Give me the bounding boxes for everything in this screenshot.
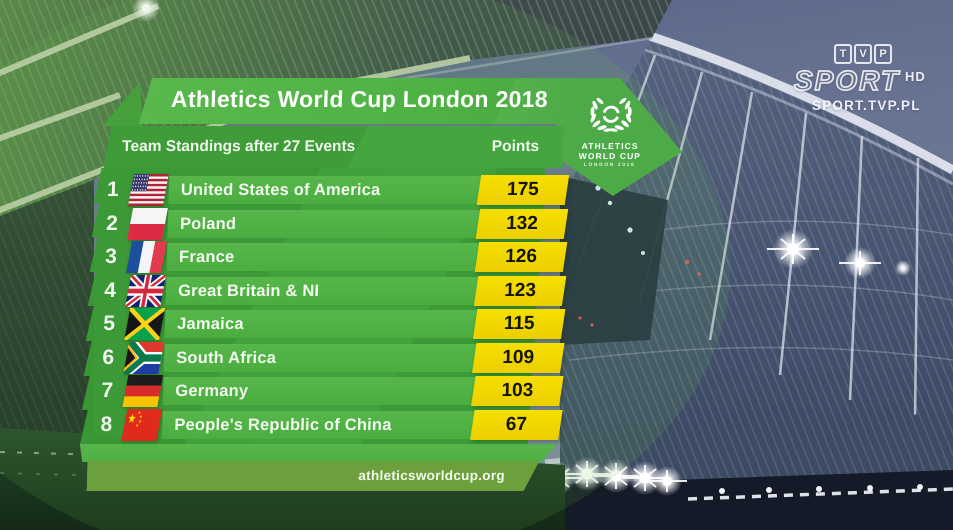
points-badge: 175 <box>476 175 570 205</box>
footer-bar: athleticsworldcup.org <box>87 461 540 491</box>
rank-label: 8 <box>100 412 113 436</box>
points-value: 109 <box>502 346 535 368</box>
country-label: France <box>178 248 235 266</box>
country-label: Great Britain & NI <box>177 281 320 300</box>
header-band: Athletics World Cup London 2018 <box>137 78 690 200</box>
standings-row-8: 8 People's Republic of China 67 <box>78 408 563 441</box>
bottom-band <box>79 444 557 462</box>
points-value: 115 <box>503 313 535 334</box>
country-bar: France <box>166 243 480 271</box>
standings-table: 1 United States of America 175 2 Poland 132 3 F… <box>78 168 570 445</box>
points-badge: 132 <box>475 208 569 239</box>
hd-badge: HD <box>904 69 926 84</box>
country-bar: Poland <box>167 209 481 238</box>
standings-row-5: 5 Jamaica 115 <box>81 308 566 340</box>
country-bar: People's Republic of China <box>161 410 475 439</box>
flag-gb-icon <box>125 274 167 307</box>
points-badge: 103 <box>471 376 564 406</box>
flag-jm-icon <box>124 308 166 340</box>
country-bar: Jamaica <box>164 310 478 338</box>
country-label: United States of America <box>180 181 381 199</box>
points-badge: 109 <box>471 342 565 373</box>
standings-row-2: 2 Poland 132 <box>84 207 569 240</box>
rank-label: 6 <box>102 345 115 369</box>
standings-row-4: 4 Great Britain & NI 123 <box>82 274 567 307</box>
rank-label: 1 <box>106 178 120 201</box>
standings-row-1: 1 United States of America 175 <box>85 174 570 206</box>
flag-us-icon <box>127 174 169 206</box>
athletics-world-cup-logo: ATHLETICS WORLD CUP LONDON 2018 <box>550 98 672 168</box>
country-label: South Africa <box>175 348 277 367</box>
rank-label: 3 <box>104 245 118 268</box>
subtitle-band: Team Standings after 27 Events Points <box>104 126 564 168</box>
tvp-letter-p: P <box>874 44 892 64</box>
tvp-logo-boxes: T V P <box>834 44 892 64</box>
points-value: 126 <box>504 246 538 267</box>
points-value: 132 <box>505 212 539 234</box>
rank-label: 4 <box>103 278 117 302</box>
points-badge: 115 <box>472 309 566 339</box>
points-value: 123 <box>503 279 537 301</box>
tvp-letter-v: V <box>854 44 872 64</box>
flag-pl-icon <box>127 207 168 240</box>
points-value: 175 <box>506 179 540 200</box>
country-bar: United States of America <box>168 176 482 204</box>
flag-fr-icon <box>126 241 168 273</box>
laurel-wreath-icon <box>581 98 640 142</box>
points-badge: 67 <box>470 409 563 440</box>
country-bar: Great Britain & NI <box>165 276 479 305</box>
subtitle-label: Team Standings after 27 Events <box>121 138 356 155</box>
points-badge: 123 <box>473 275 567 306</box>
flag-za-icon <box>123 341 165 374</box>
points-value: 103 <box>501 380 534 401</box>
country-bar: Germany <box>162 377 476 405</box>
flag-de-icon <box>122 375 164 407</box>
rank-label: 7 <box>101 379 114 402</box>
standings-row-3: 3 France 126 <box>83 241 568 273</box>
country-label: Jamaica <box>176 315 244 333</box>
logo-line-2: WORLD CUP <box>578 150 642 161</box>
tvp-letter-t: T <box>834 44 852 64</box>
points-value: 67 <box>505 413 528 435</box>
tvp-sport-logo: T V P SPORT HD SPORT.TVP.PL <box>790 44 953 113</box>
website-label: athleticsworldcup.org <box>358 468 506 483</box>
points-header: Points <box>491 138 540 155</box>
standings-row-6: 6 South Africa 109 <box>80 341 565 374</box>
rank-label: 2 <box>105 211 119 235</box>
standings-row-7: 7 Germany 103 <box>79 375 564 407</box>
country-bar: South Africa <box>163 343 477 372</box>
tvp-website: SPORT.TVP.PL <box>812 98 921 113</box>
sport-wordmark: SPORT <box>793 65 900 96</box>
country-label: Poland <box>179 214 237 233</box>
flag-cn-icon <box>121 408 163 441</box>
rank-label: 5 <box>103 312 116 335</box>
country-label: People's Republic of China <box>174 415 392 434</box>
points-badge: 126 <box>474 242 568 272</box>
page-title: Athletics World Cup London 2018 <box>170 86 549 112</box>
country-label: Germany <box>175 382 249 400</box>
header-wedge <box>103 82 144 126</box>
